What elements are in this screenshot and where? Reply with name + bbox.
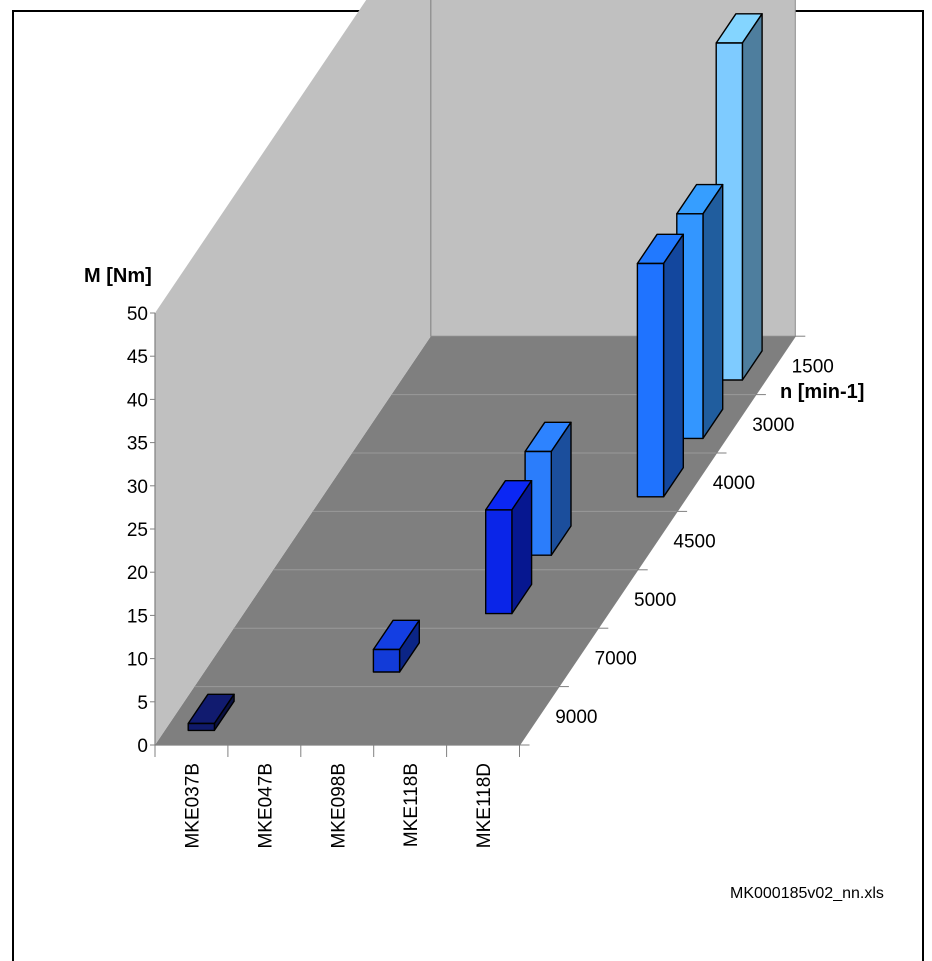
bar-side xyxy=(702,183,724,440)
y-tick-label: 15 xyxy=(127,606,148,627)
x-tick-label: MKE098B xyxy=(328,763,349,849)
chart-labels: 0 5 10 15 20 25 30 35 40 45 50 MKE037B MKE047B MKE098… xyxy=(127,304,834,849)
y-tick-label: 40 xyxy=(127,390,148,411)
y-tick-label: 0 xyxy=(137,736,148,757)
x-tick-label: MKE037B xyxy=(182,763,203,849)
x-tick-label: MKE118D xyxy=(474,763,495,848)
y-tick-label: 50 xyxy=(127,304,148,325)
z-tick-label: 7000 xyxy=(595,648,637,669)
chart-left-wall xyxy=(155,0,431,745)
y-tick-label: 45 xyxy=(127,347,148,368)
z-tick-label: 9000 xyxy=(555,707,597,728)
y-tick-label: 25 xyxy=(127,520,148,541)
bar xyxy=(485,480,533,615)
bar-front xyxy=(372,648,401,673)
bar-front xyxy=(187,722,216,732)
bar-front xyxy=(485,509,513,615)
y-tick-label: 5 xyxy=(137,693,148,714)
source-file-label: MK000185v02_nn.xls xyxy=(730,885,884,902)
z-tick-label: 5000 xyxy=(634,590,676,611)
y-tick-label: 30 xyxy=(127,477,148,498)
bar xyxy=(187,693,235,732)
z-tick-label: 1500 xyxy=(792,356,834,377)
chart-axes xyxy=(150,312,806,757)
z-tick-label: 4000 xyxy=(713,473,755,494)
z-axis-label: n [min-1] xyxy=(780,381,864,403)
bar-front xyxy=(636,262,665,498)
bar-side xyxy=(741,13,763,381)
chart-bars xyxy=(187,13,763,732)
chart-floor xyxy=(155,336,796,745)
y-tick-label: 10 xyxy=(127,650,148,671)
x-tick-label: MKE047B xyxy=(255,763,276,849)
bar-side xyxy=(662,233,684,498)
y-tick-label: 20 xyxy=(127,563,148,584)
bar xyxy=(636,233,684,498)
z-tick-label: 3000 xyxy=(752,415,794,436)
y-axis-label: M [Nm] xyxy=(84,265,152,287)
bar xyxy=(372,619,420,673)
x-tick-label: MKE118B xyxy=(401,763,422,847)
y-tick-label: 35 xyxy=(127,434,148,455)
z-tick-label: 4500 xyxy=(673,532,715,553)
z-axis-line xyxy=(519,335,796,746)
